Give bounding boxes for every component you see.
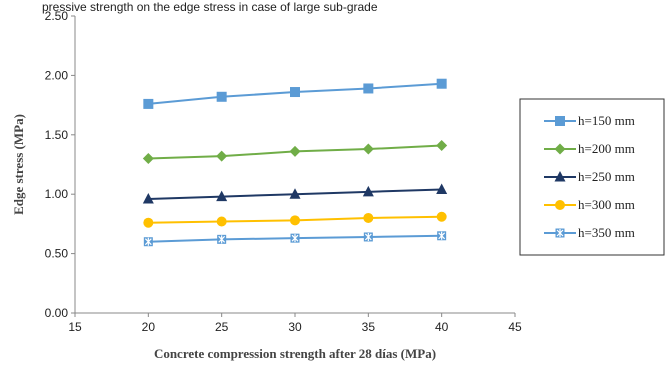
x-tick-label: 25 [215,320,229,334]
y-tick-label: 1.00 [45,187,69,201]
data-point [363,83,374,94]
legend-item: h=150 mm [544,113,635,128]
data-point [363,232,373,242]
legend-label: h=150 mm [578,113,635,128]
x-tick-label: 15 [68,320,82,334]
x-tick-label: 45 [508,320,522,334]
x-tick-label: 30 [288,320,302,334]
series-1 [143,78,447,109]
data-point [143,98,154,109]
plot-area [75,16,515,313]
series-2 [142,139,448,165]
data-point-star [218,235,226,244]
y-axis-title: Edge stress (MPa) [11,114,26,215]
data-point [289,145,301,157]
data-point [216,150,228,162]
data-point [290,233,300,243]
data-point [363,212,374,223]
y-tick-label: 2.00 [45,68,69,82]
legend-marker [555,200,565,210]
data-point [143,237,153,247]
x-tick-label: 35 [362,320,376,334]
data-point [216,216,227,227]
data-point [289,188,301,199]
data-point [362,143,374,155]
legend-item: h=350 mm [544,225,635,240]
axes: 15 20 25 30 35 40 45 0.00 0.50 1.00 1.50 2.00 2.50 [45,9,522,334]
data-point [436,183,448,194]
legend-item: h=300 mm [544,197,635,212]
data-point [290,215,300,226]
legend-label: h=250 mm [578,169,635,184]
data-point [436,78,447,89]
x-axis-title: Concrete compression strength after 28 d… [154,346,436,361]
data-point [362,185,374,197]
legend-marker [555,228,565,238]
header-text: pressive strength on the edge stress in … [42,0,378,14]
data-point [217,234,227,244]
data-point [436,211,447,222]
series-4 [143,211,447,228]
y-tick-label: 2.50 [45,9,69,23]
series-3 [142,183,448,204]
legend-label: h=350 mm [578,225,635,240]
legend-label: h=200 mm [578,141,635,156]
data-point [143,217,154,228]
data-point [436,139,448,151]
series-5 [143,231,447,247]
legend-marker [555,116,565,126]
data-point [290,87,300,98]
legend: h=150 mm h=200 mm h=250 mm h=300 mm h=350 mm [519,98,665,256]
data-point [216,190,228,202]
y-tick-label: 0.00 [45,306,69,320]
data-point-star [291,234,299,243]
x-tick-label: 40 [435,320,449,334]
legend-marker [554,171,566,182]
legend-item: h=200 mm [544,141,635,156]
legend-item: h=250 mm [544,169,635,184]
y-tick-label: 1.50 [45,128,69,142]
data-point [216,91,227,102]
data-point [437,231,447,241]
legend-marker [554,143,566,155]
data-point-star [144,237,152,246]
data-point [142,192,154,204]
data-point-star [364,232,372,241]
data-point [142,153,154,165]
series-layer [142,78,448,247]
y-tick-label: 0.50 [45,247,69,261]
x-tick-label: 20 [142,320,156,334]
legend-marker-star [556,229,564,237]
data-point-star [438,231,446,240]
legend-label: h=300 mm [578,197,635,212]
